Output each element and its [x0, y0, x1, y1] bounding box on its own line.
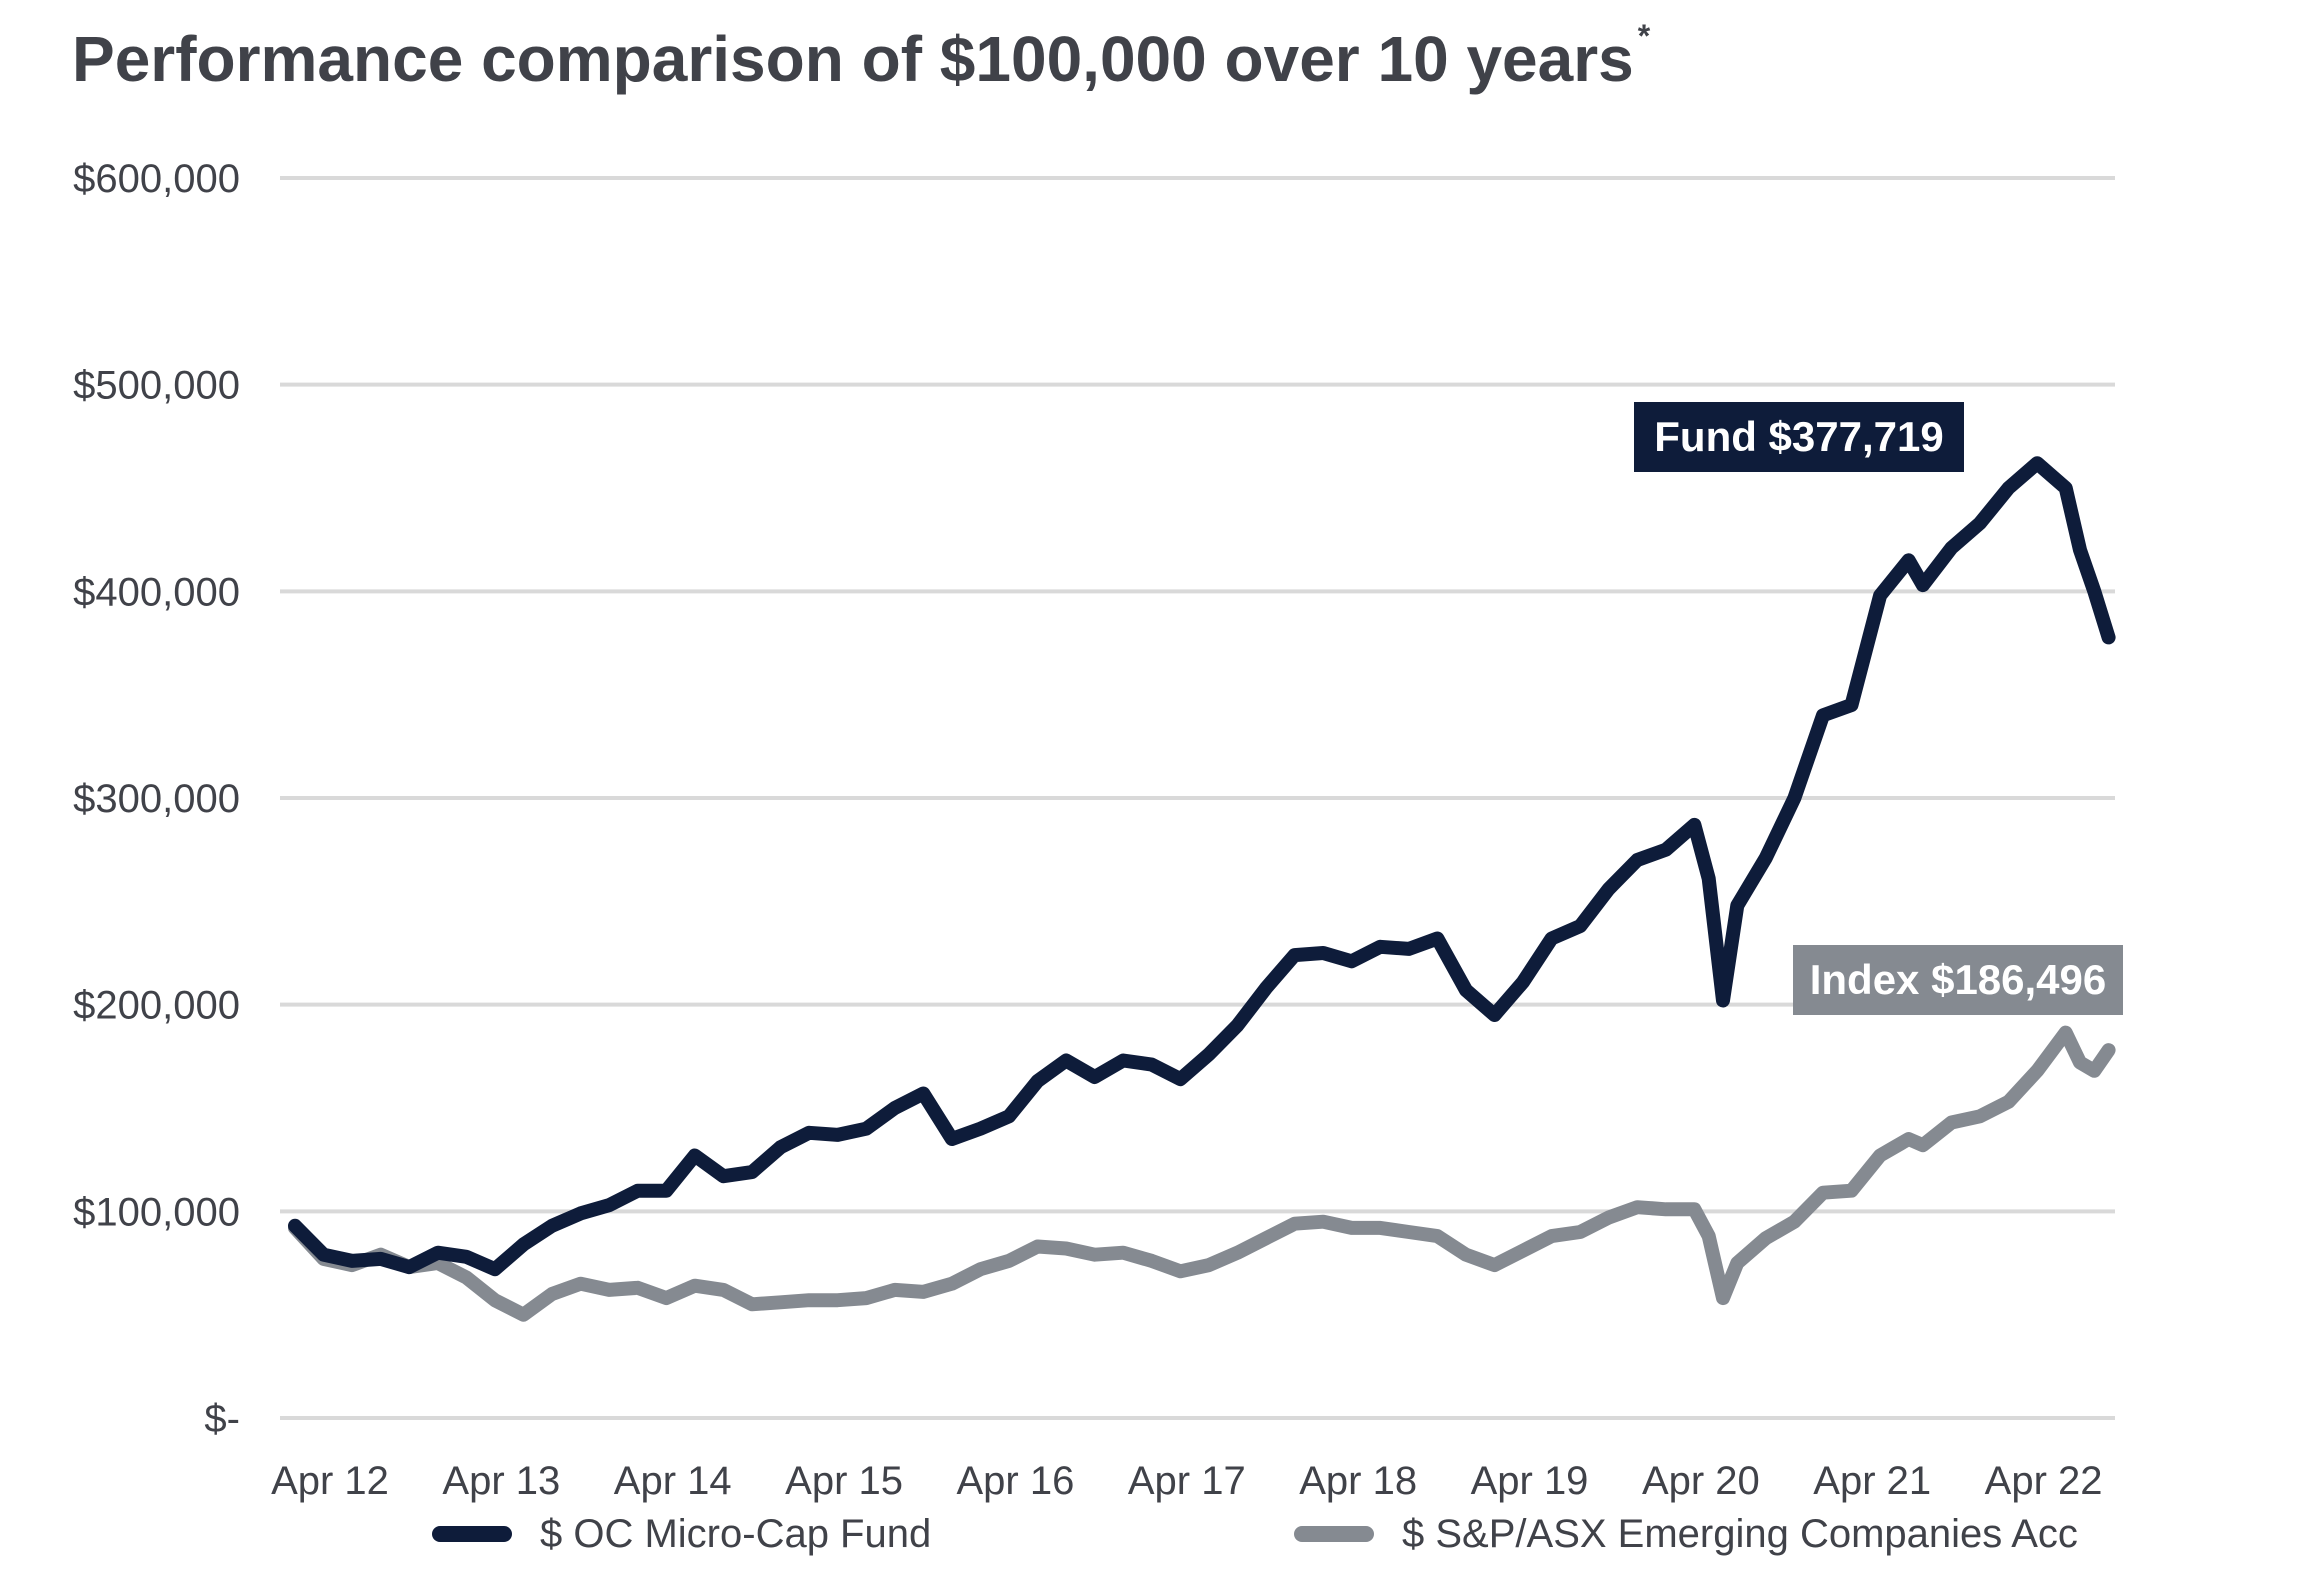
index-end-label: Index $186,496 [1793, 945, 2123, 1015]
y-tick-label: $600,000 [73, 157, 240, 201]
x-tick-label: Apr 17 [1128, 1459, 1246, 1503]
y-tick-label: $400,000 [73, 570, 240, 614]
y-tick-label: $200,000 [73, 984, 240, 1028]
legend-swatch-fund [432, 1526, 512, 1542]
index-end-label-text: Index $186,496 [1810, 956, 2107, 1003]
legend-label-fund: $ OC Micro-Cap Fund [540, 1511, 932, 1556]
end-value-labels: Fund $377,719 Index $186,496 [1634, 402, 2123, 1015]
index-end-label-box [1793, 945, 2123, 1015]
x-tick-label: Apr 16 [957, 1459, 1075, 1503]
x-tick-label: Apr 19 [1471, 1459, 1589, 1503]
x-tick-label: Apr 14 [614, 1459, 732, 1503]
fund-series-line [288, 456, 2116, 1277]
chart-title-text: Performance comparison of $100,000 over … [72, 23, 1634, 95]
series-lines [288, 456, 2116, 1322]
x-tick-label: Apr 13 [442, 1459, 560, 1503]
y-tick-label: $- [204, 1397, 240, 1441]
fund-end-label: Fund $377,719 [1634, 402, 1964, 472]
x-tick-label: Apr 22 [1985, 1459, 2103, 1503]
fund-end-label-text: Fund $377,719 [1654, 413, 1943, 460]
index-series-line [288, 1025, 2116, 1322]
x-tick-label: Apr 15 [785, 1459, 903, 1503]
x-tick-label: Apr 12 [271, 1459, 389, 1503]
chart-title: Performance comparison of $100,000 over … [72, 18, 1650, 96]
y-tick-label: $300,000 [73, 777, 240, 821]
legend-item-fund: $ OC Micro-Cap Fund [432, 1506, 931, 1562]
footnote-marker: * [1637, 18, 1651, 54]
fund-end-label-box [1634, 402, 1964, 472]
x-tick-label: Apr 21 [1813, 1459, 1931, 1503]
x-tick-label: Apr 18 [1299, 1459, 1417, 1503]
y-axis-tick-labels: $- $100,000 $200,000 $300,000 $400,000 $500,0… [73, 157, 240, 1441]
y-tick-label: $100,000 [73, 1190, 240, 1234]
x-axis-tick-labels: Apr 12 Apr 13 Apr 14 Apr 15 Apr 16 Apr 17 Apr … [271, 1459, 2102, 1503]
legend-item-index: $ S&P/ASX Emerging Companies Acc [1294, 1506, 2078, 1562]
x-tick-label: Apr 20 [1642, 1459, 1760, 1503]
y-tick-label: $500,000 [73, 364, 240, 408]
legend-swatch-index [1294, 1526, 1374, 1542]
legend-label-index: $ S&P/ASX Emerging Companies Acc [1402, 1511, 2078, 1556]
